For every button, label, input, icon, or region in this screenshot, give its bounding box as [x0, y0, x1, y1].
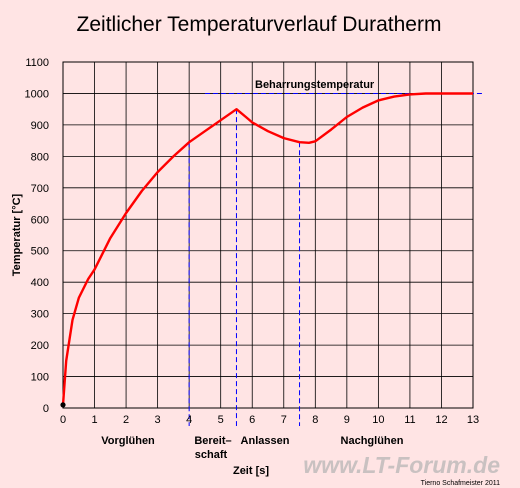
phase-label-bereitschaft-2: schaft: [195, 449, 228, 461]
y-tick-label: 200: [31, 340, 49, 352]
x-tick-label: 12: [435, 414, 447, 426]
temperature-curve: [61, 92, 473, 405]
x-tick-label: 1: [91, 414, 97, 426]
x-tick-label: 4: [186, 414, 192, 426]
grid: [62, 61, 474, 409]
y-tick-label: 100: [31, 372, 49, 384]
y-tick-label: 1100: [25, 57, 49, 69]
x-tick-label: 13: [467, 414, 479, 426]
x-tick-label: 2: [123, 414, 129, 426]
x-tick-label: 5: [218, 414, 224, 426]
start-point: [60, 402, 66, 408]
y-tick-label: 900: [31, 120, 49, 132]
y-tick-label: 600: [31, 214, 49, 226]
y-tick-label: 500: [31, 246, 49, 258]
x-tick-label: 3: [155, 414, 161, 426]
plot-frame: [62, 61, 474, 409]
x-tick-label: 11: [404, 414, 415, 426]
y-tick-label: 800: [31, 151, 49, 163]
guide-lines: [188, 92, 483, 426]
reference-label: Beharrungstemperatur: [255, 79, 375, 91]
phase-label-anlassen: Anlassen: [241, 435, 290, 447]
watermark: www.LT-Forum.de: [303, 452, 500, 478]
x-tick-label: 7: [281, 414, 287, 426]
y-tick-label: 1000: [25, 88, 49, 100]
credit-text: Tierno Schafmeister 2011: [421, 480, 500, 487]
x-tick-label: 10: [372, 414, 384, 426]
phase-label-vorgluehen: Vorglühen: [101, 435, 155, 447]
chart-title: Zeitlicher Temperaturverlauf Duratherm: [77, 13, 442, 36]
y-tick-label: 400: [31, 277, 49, 289]
tick-labels: 0 1 2 3 4 5 6 7 8 9 10 11 12 130100200300400500600700…: [25, 57, 480, 426]
phase-label-nachgluehen: Nachglühen: [341, 435, 404, 447]
x-tick-label: 9: [344, 414, 350, 426]
x-tick-label: 8: [312, 414, 318, 426]
y-tick-label: 0: [43, 403, 49, 415]
x-axis-label: Zeit [s]: [233, 465, 269, 477]
phase-label-bereitschaft-1: Bereit–: [194, 435, 231, 447]
y-axis-label: Temperatur [°C]: [11, 193, 23, 276]
x-tick-label: 6: [249, 414, 255, 426]
x-tick-label: 0: [60, 414, 66, 426]
y-tick-label: 700: [31, 183, 49, 195]
y-tick-label: 300: [31, 309, 49, 321]
